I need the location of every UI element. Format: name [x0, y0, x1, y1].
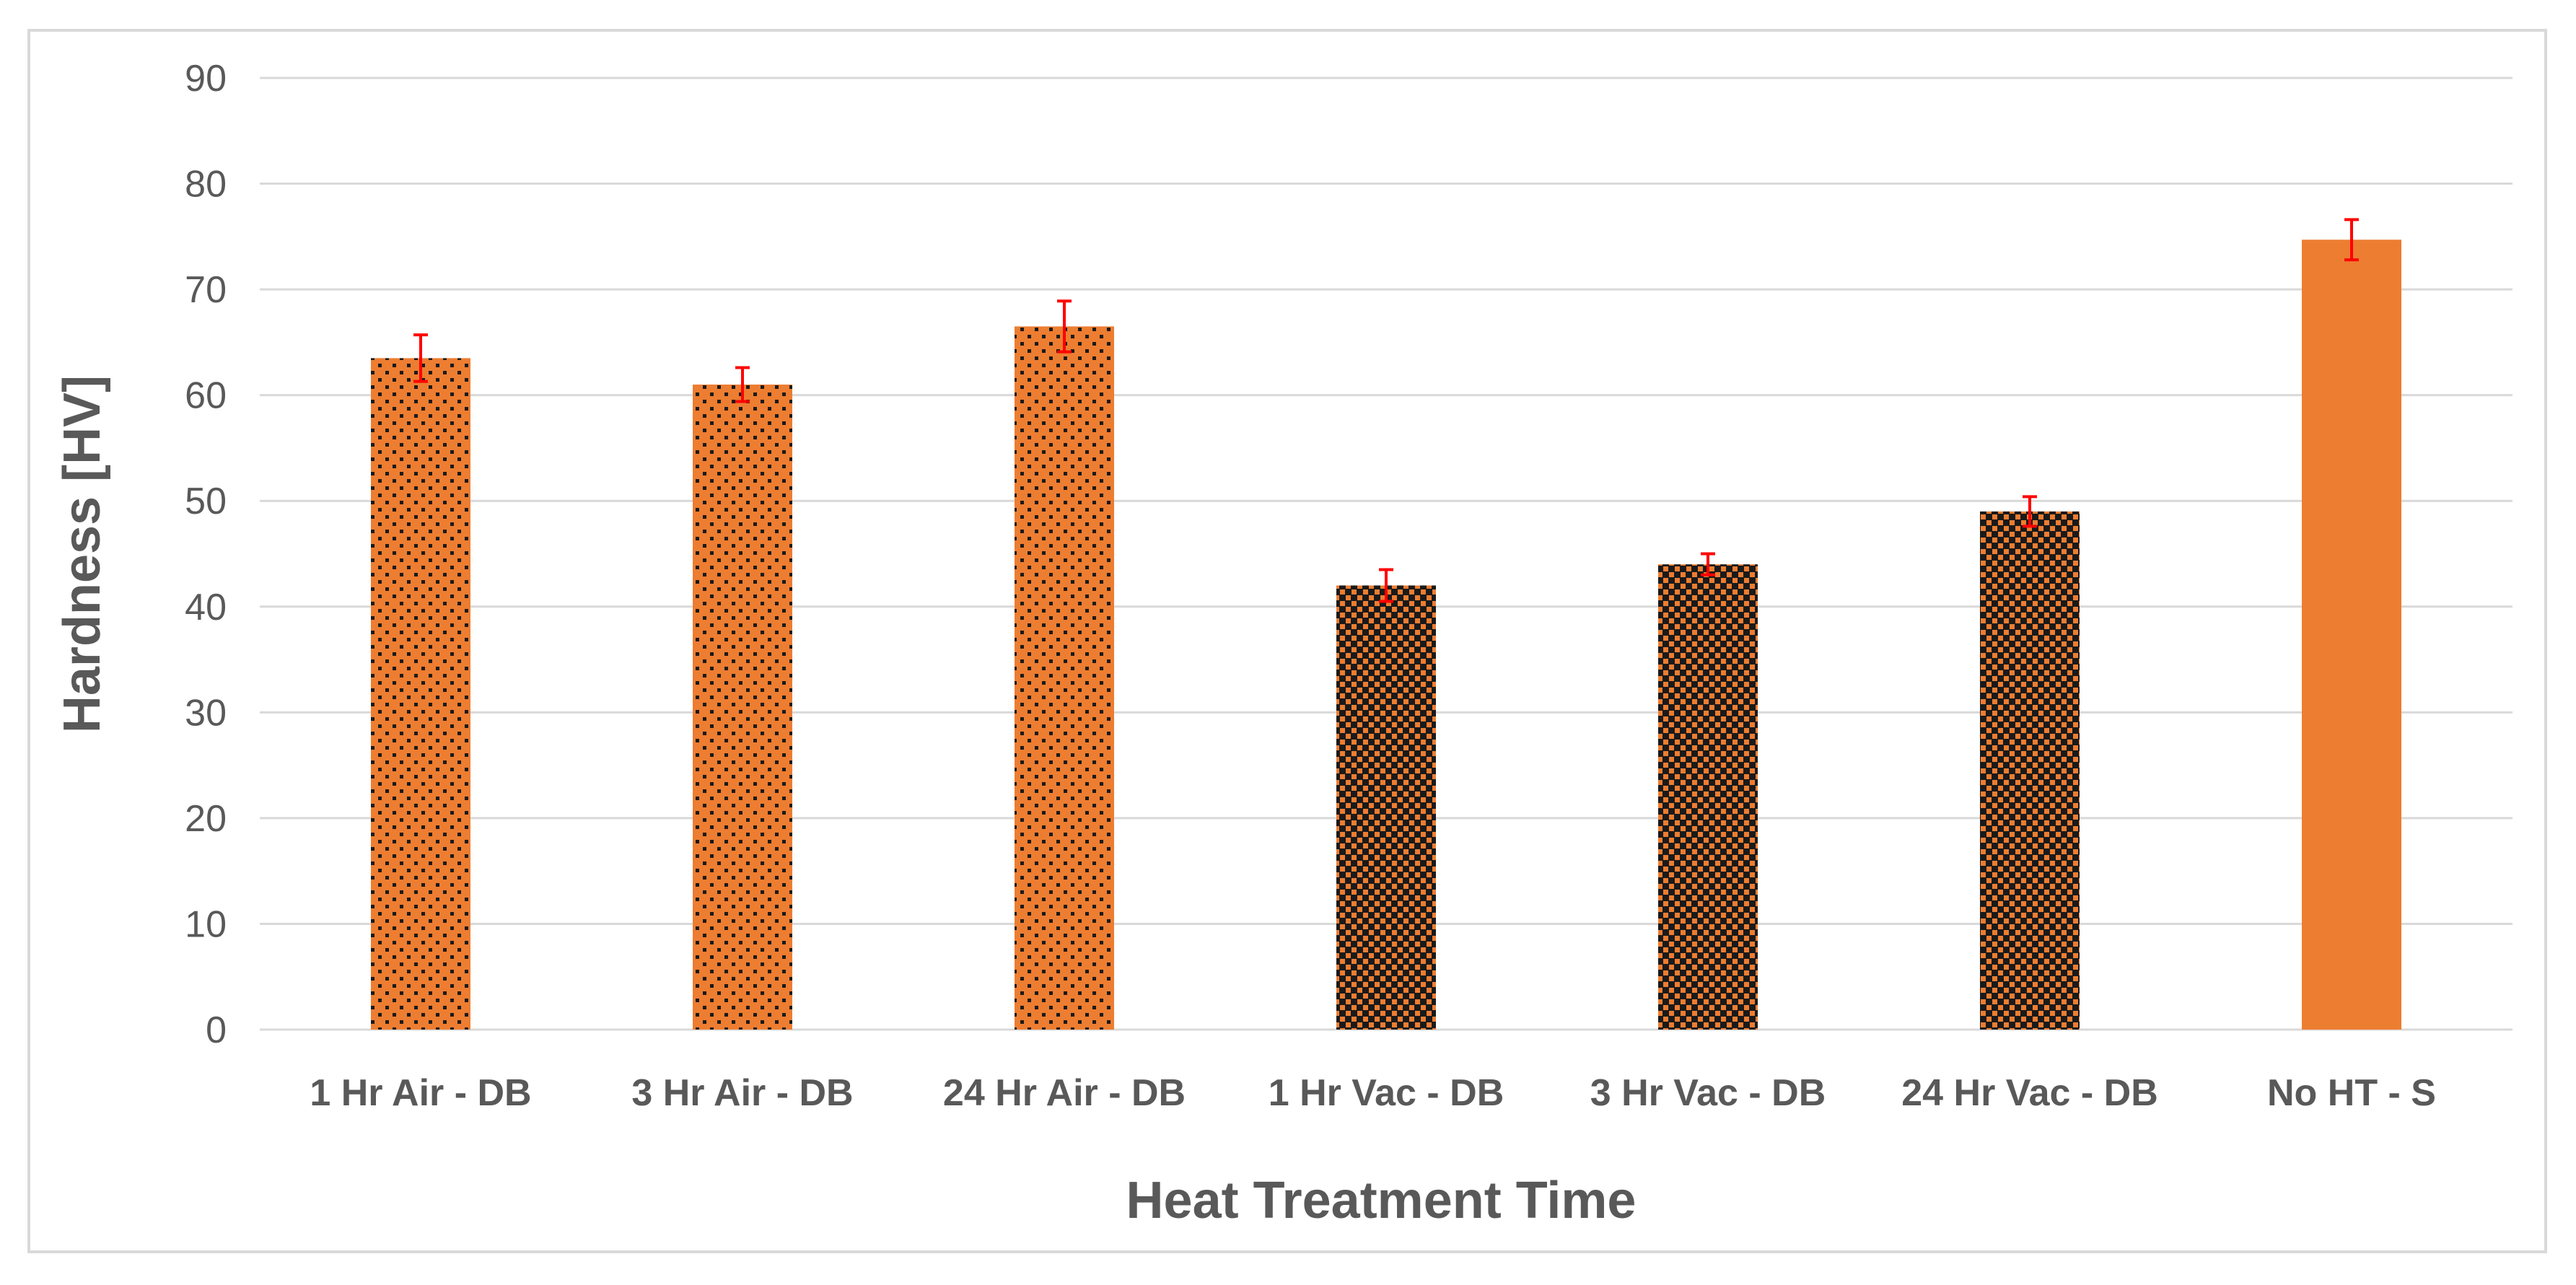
- bar: [1658, 564, 1758, 1030]
- x-tick-label: 1 Hr Air - DB: [310, 1072, 531, 1114]
- x-tick-label: No HT - S: [2267, 1072, 2436, 1114]
- error-bar: [2023, 495, 2037, 528]
- y-tick-label: 60: [185, 375, 227, 417]
- y-tick-label: 10: [185, 903, 227, 945]
- bar: [1015, 326, 1114, 1030]
- error-bar: [735, 366, 750, 403]
- gridlines: [260, 76, 2513, 1031]
- y-tick-label: 40: [185, 587, 227, 628]
- bar: [2302, 240, 2401, 1030]
- y-tick-label: 70: [185, 269, 227, 311]
- y-tick-label: 90: [185, 58, 227, 100]
- y-axis-ticks: 0 10 20 30 40 50 60 70 80 90: [185, 58, 227, 1051]
- error-bar: [1057, 299, 1072, 354]
- error-bar: [413, 333, 428, 383]
- y-tick-label: 80: [185, 164, 227, 206]
- bar: [693, 385, 792, 1030]
- bar: [1336, 585, 1436, 1030]
- x-tick-label: 24 Hr Vac - DB: [1901, 1072, 2158, 1114]
- y-tick-label: 0: [206, 1009, 227, 1051]
- y-tick-label: 20: [185, 798, 227, 840]
- error-bar: [1379, 568, 1393, 603]
- bars: [371, 240, 2401, 1030]
- error-bars: [413, 218, 2359, 603]
- x-axis-title: Heat Treatment Time: [1126, 1172, 1637, 1229]
- x-tick-label: 3 Hr Air - DB: [631, 1072, 853, 1114]
- bar: [1980, 511, 2080, 1030]
- x-tick-label: 24 Hr Air - DB: [943, 1072, 1186, 1114]
- y-axis-title: Hardness [HV]: [53, 375, 111, 733]
- x-axis-ticks: 1 Hr Air - DB 3 Hr Air - DB 24 Hr Air - DB…: [310, 1072, 2436, 1114]
- error-bar: [1701, 552, 1715, 576]
- error-bar: [2344, 218, 2359, 262]
- y-tick-label: 30: [185, 692, 227, 734]
- x-tick-label: 1 Hr Vac - DB: [1269, 1072, 1504, 1114]
- bar: [371, 358, 470, 1030]
- x-tick-label: 3 Hr Vac - DB: [1590, 1072, 1826, 1114]
- y-tick-label: 50: [185, 481, 227, 522]
